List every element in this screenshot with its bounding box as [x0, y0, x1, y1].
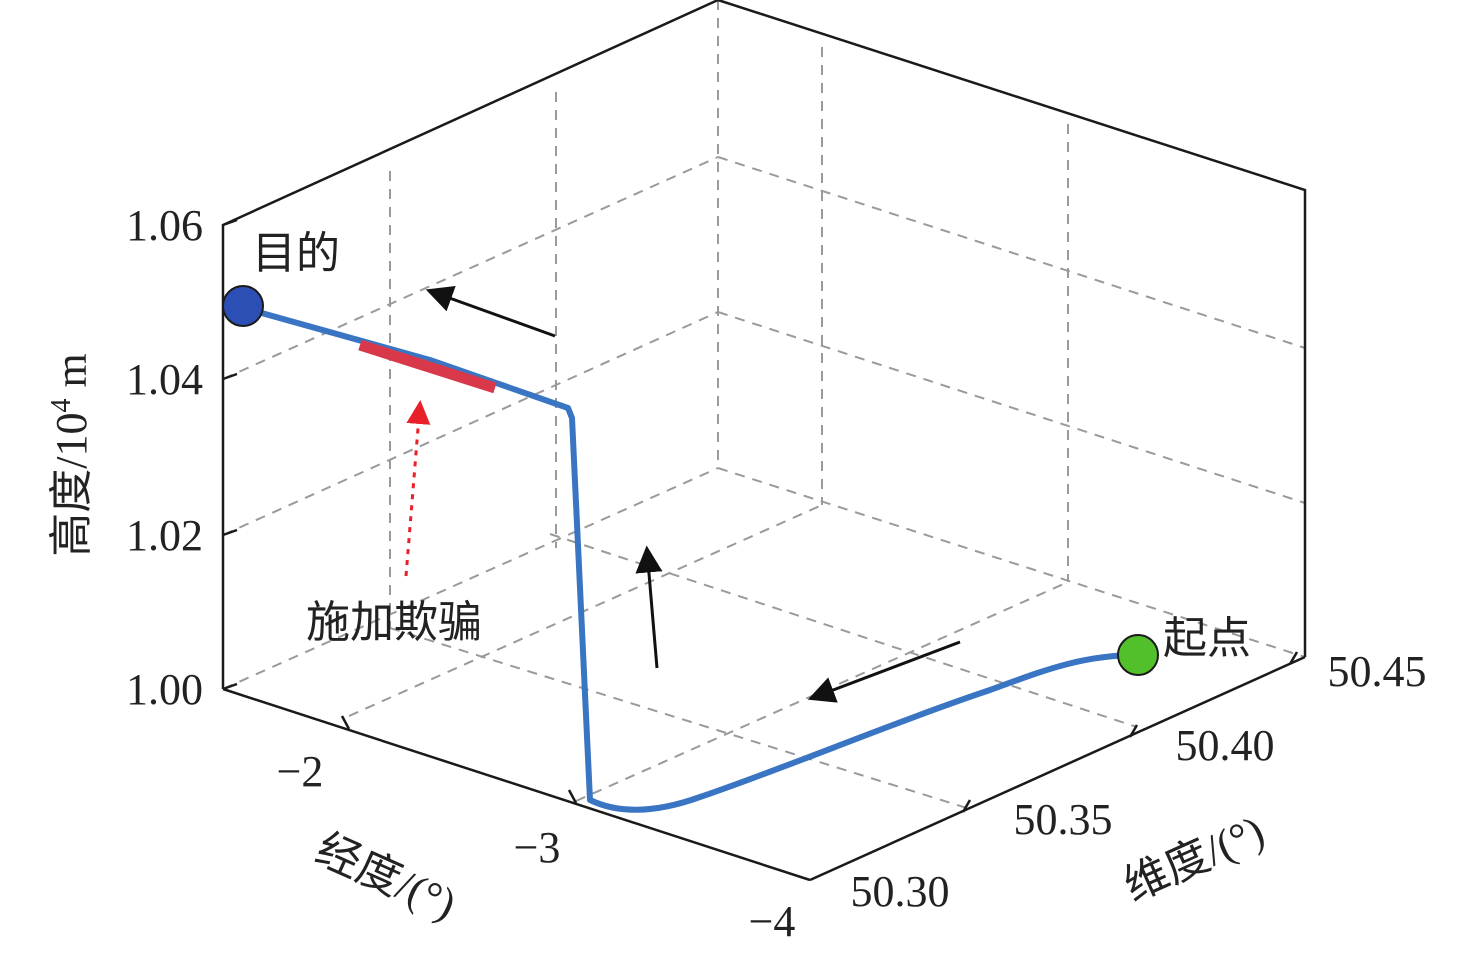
x-tick-label: −2 [277, 747, 324, 796]
z-tick-labels: 1.06 1.04 1.02 1.00 [126, 201, 203, 714]
x-tick-label: −3 [514, 823, 561, 872]
z-tick-label: 1.06 [126, 201, 203, 250]
direction-arrow [635, 545, 663, 669]
z-tick-label: 1.04 [126, 355, 203, 404]
start-point-marker [1117, 634, 1159, 676]
start-point-label: 起点 [1163, 614, 1251, 663]
trajectory-line [237, 304, 1141, 813]
x-axis-label: 经度/(°) [309, 824, 463, 929]
x-tick-labels: −2 −3 −4 [277, 747, 796, 946]
z-tick-label: 1.00 [126, 665, 203, 714]
z-axis-label: 高度/104 m [46, 353, 96, 556]
y-tick-label: 50.35 [1014, 795, 1113, 844]
spoofing-annotation-arrow [404, 400, 431, 577]
axes-box [221, 0, 1307, 882]
spoofing-annotation-label: 施加欺骗 [306, 598, 482, 647]
spoofing-segment [358, 339, 497, 394]
end-point-label: 目的 [252, 229, 340, 278]
y-tick-label: 50.30 [851, 867, 950, 916]
y-axis-label: 维度/(°) [1117, 806, 1271, 911]
end-point-marker [222, 285, 264, 327]
grid-lines [222, 0, 1306, 810]
z-axis-label-unit: m [47, 353, 96, 398]
y-tick-labels: 50.30 50.35 50.40 50.45 [851, 647, 1427, 916]
direction-arrow [807, 640, 961, 703]
tick-marks [222, 218, 1299, 813]
x-tick-label: −4 [749, 897, 796, 946]
z-tick-label: 1.02 [126, 511, 203, 560]
z-axis-label-exponent: 4 [46, 399, 77, 413]
direction-arrow [425, 285, 556, 338]
y-tick-label: 50.40 [1176, 721, 1275, 770]
direction-arrows [425, 285, 961, 703]
y-tick-label: 50.45 [1328, 647, 1427, 696]
